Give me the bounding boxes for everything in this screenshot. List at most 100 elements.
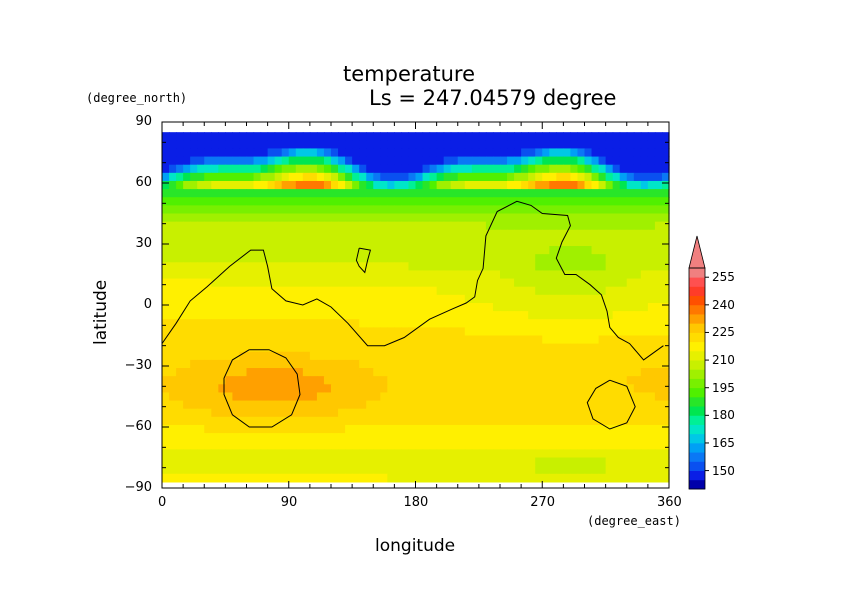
field-cell (647, 473, 656, 483)
field-cell (584, 205, 593, 215)
field-cell (225, 335, 234, 345)
field-cell (647, 311, 656, 320)
field-cell (535, 180, 543, 190)
field-cell (345, 473, 353, 483)
field-cell (345, 294, 353, 304)
field-cell (387, 254, 395, 263)
field-cell (359, 433, 367, 442)
field-cell (197, 465, 205, 475)
field-cell (274, 180, 283, 190)
field-cell (246, 327, 255, 337)
field-cell (239, 351, 248, 361)
field-cell (162, 278, 170, 288)
field-cell (260, 278, 269, 288)
field-cell (661, 278, 670, 288)
field-cell (598, 254, 607, 263)
field-cell (373, 164, 381, 174)
field-cell (274, 286, 283, 296)
field-cell (359, 311, 367, 320)
field-cell (654, 262, 663, 272)
field-cell (464, 392, 473, 402)
field-cell (457, 254, 466, 263)
field-cell (485, 416, 494, 426)
field-cell (288, 311, 297, 320)
field-cell (521, 148, 529, 158)
field-cell (176, 473, 184, 483)
field-cell (563, 197, 572, 206)
field-cell (281, 343, 290, 353)
field-cell (387, 262, 395, 272)
field-cell (274, 416, 283, 426)
field-cell (331, 156, 339, 166)
field-cell (316, 189, 325, 198)
field-cell (661, 262, 670, 272)
field-cell (422, 278, 431, 288)
field-cell (394, 368, 403, 377)
field-cell (190, 180, 198, 190)
field-cell (345, 229, 353, 239)
field-cell (394, 343, 403, 353)
field-cell (211, 189, 219, 198)
field-cell (612, 408, 621, 418)
field-cell (556, 164, 564, 174)
field-cell (190, 457, 198, 467)
field-cell (598, 302, 607, 312)
field-cell (535, 221, 543, 231)
field-cell (485, 221, 494, 231)
field-cell (218, 246, 226, 255)
field-cell (429, 433, 438, 442)
field-cell (478, 319, 487, 328)
field-cell (260, 270, 269, 280)
field-cell (197, 457, 205, 467)
field-cell (218, 457, 226, 467)
field-cell (415, 416, 424, 426)
field-cell (633, 172, 642, 182)
field-cell (563, 392, 572, 402)
field-cell (316, 140, 325, 150)
field-cell (485, 384, 494, 394)
field-cell (661, 302, 670, 312)
field-cell (633, 359, 642, 369)
field-cell (443, 213, 452, 223)
field-cell (647, 368, 656, 377)
field-cell (394, 172, 403, 182)
field-cell (401, 140, 410, 150)
field-cell (281, 189, 290, 198)
field-cell (598, 359, 607, 369)
field-cell (232, 416, 241, 426)
field-cell (190, 197, 198, 206)
field-cell (577, 473, 586, 483)
field-cell (584, 246, 593, 255)
field-cell (246, 164, 255, 174)
field-cell (345, 384, 353, 394)
field-cell (570, 205, 579, 215)
field-cell (598, 400, 607, 410)
field-cell (366, 376, 374, 385)
field-cell (218, 164, 226, 174)
field-cell (309, 205, 318, 215)
field-cell (352, 319, 360, 328)
field-cell (626, 262, 635, 272)
field-cell (464, 270, 473, 280)
field-cell (556, 351, 564, 361)
field-cell (176, 319, 184, 328)
field-cell (204, 270, 212, 280)
field-cell (492, 302, 501, 312)
field-cell (584, 262, 593, 272)
field-cell (591, 327, 600, 337)
field-cell (626, 156, 635, 166)
field-cell (514, 343, 522, 353)
field-cell (253, 148, 262, 158)
field-cell (563, 237, 572, 247)
field-cell (338, 408, 346, 418)
field-cell (323, 172, 332, 182)
field-cell (373, 465, 381, 475)
field-cell (309, 424, 318, 434)
field-cell (647, 180, 656, 190)
field-cell (323, 148, 332, 158)
field-cell (183, 286, 191, 296)
field-cell (338, 270, 346, 280)
field-cell (345, 221, 353, 231)
field-cell (281, 294, 290, 304)
field-cell (570, 433, 579, 442)
